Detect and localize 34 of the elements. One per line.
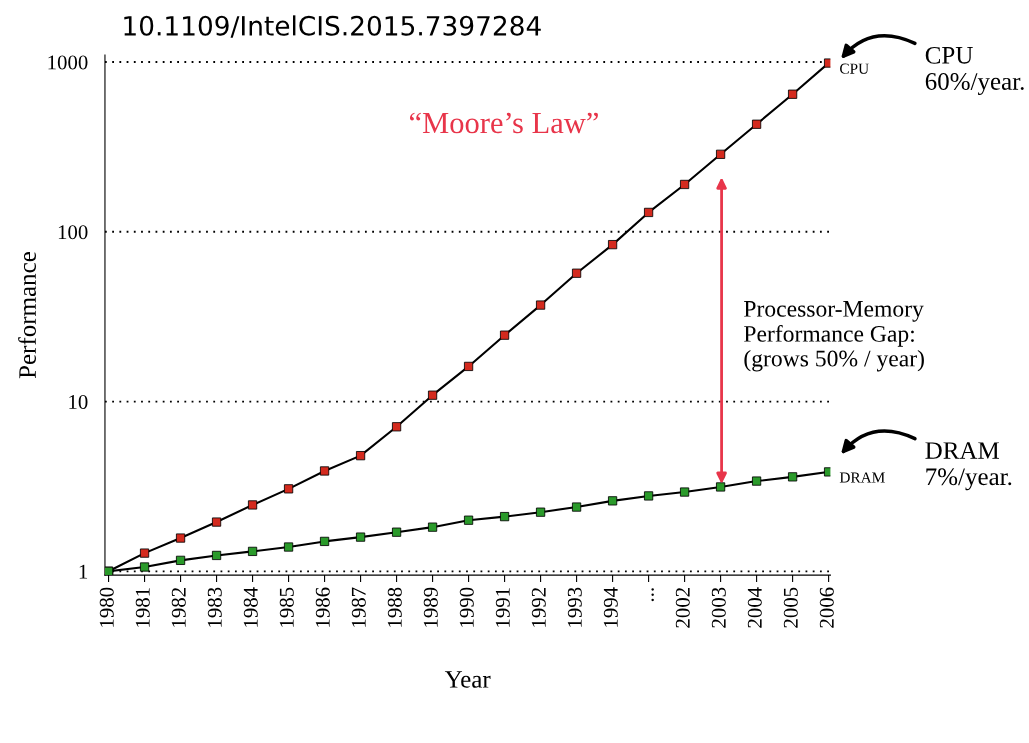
x-tick-label: ...: [651, 588, 654, 602]
x-tick-label: 1984: [243, 587, 258, 627]
annotation: Processor-Memory Performance Gap: (grows 50% / year): [744, 301, 924, 372]
annotation: CPU: [840, 63, 869, 74]
x-tick-label: 1980: [99, 587, 114, 627]
x-tick-label: 1992: [531, 588, 546, 627]
x-tick-label: 1990: [459, 587, 474, 627]
x-tick-label: 1994: [603, 587, 618, 627]
x-tick-label: 1989: [423, 587, 438, 627]
x-tick-label: 2004: [747, 587, 762, 628]
text: 10.1109/IntelCIS.2015.7397284: [124, 15, 541, 38]
annotation: DRAM: [839, 472, 885, 483]
y-tick-label: 100: [58, 225, 88, 240]
x-tick-label: 1988: [387, 587, 402, 627]
y-tick-label: 10: [69, 394, 88, 409]
x-tick-label: 1991: [495, 588, 510, 627]
y-tick-label: 1000: [48, 55, 88, 70]
x-tick-label: 2005: [783, 587, 798, 628]
x-tick-label: 1985: [279, 587, 294, 627]
text: CPU 60%/year.: [925, 46, 1024, 96]
x-tick-label: 1983: [207, 587, 222, 627]
x-tick-label: 1982: [171, 588, 186, 627]
x-tick-label: 1986: [315, 587, 330, 627]
x-tick-label: 1993: [567, 587, 582, 627]
x-tick-label: 1981: [135, 588, 150, 627]
x-axis-title: Year: [444, 671, 491, 688]
y-tick-label: 1: [79, 564, 88, 579]
x-tick-label: 2002: [675, 588, 690, 628]
x-tick-label: 1987: [351, 587, 366, 627]
text: DRAM 7%/year.: [925, 442, 1012, 491]
x-tick-label: 2006: [819, 587, 834, 628]
y-axis-title: Performance: [18, 252, 36, 379]
x-tick-label: 2003: [711, 587, 726, 628]
annotation: “Moore’s Law”: [409, 112, 598, 134]
